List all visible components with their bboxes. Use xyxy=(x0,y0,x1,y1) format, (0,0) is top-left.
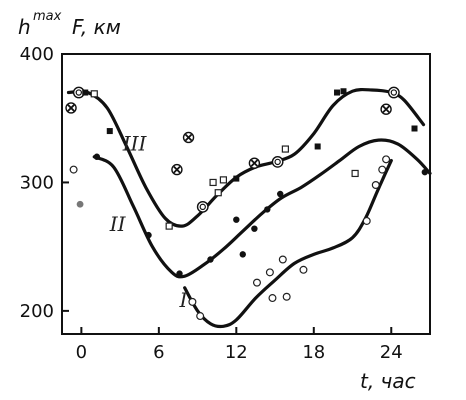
curves xyxy=(66,87,432,329)
point-square-open xyxy=(90,90,98,98)
point-circle-filled xyxy=(93,153,101,160)
point-circle-gray xyxy=(76,200,84,208)
point-square-filled xyxy=(334,89,341,96)
point-circled-x xyxy=(171,163,183,176)
point-circled-dot xyxy=(72,86,85,99)
point-square-filled xyxy=(314,143,321,150)
x-tick-label: 24 xyxy=(380,342,403,363)
point-circle-open xyxy=(69,165,78,174)
point-square-filled xyxy=(411,125,418,132)
point-circle-open xyxy=(196,312,205,321)
point-circled-dot xyxy=(387,86,400,99)
point-circle-open xyxy=(362,216,371,225)
point-circle-open xyxy=(382,155,391,164)
point-circle-open xyxy=(188,297,197,306)
y-tick-label: 200 xyxy=(20,301,54,322)
point-circle-filled xyxy=(176,270,183,277)
curve-label-i: I xyxy=(179,288,189,312)
point-circle-open xyxy=(371,181,380,190)
point-circle-open xyxy=(278,255,287,264)
point-square-open xyxy=(219,176,228,184)
curve-label-ii: II xyxy=(109,212,127,236)
point-circled-x xyxy=(65,102,77,114)
y-tick-label: 400 xyxy=(20,44,54,65)
point-circle-filled xyxy=(264,206,271,213)
x-tick-label: 12 xyxy=(225,342,248,363)
point-square-filled xyxy=(82,89,89,96)
point-circle-filled xyxy=(145,231,152,239)
point-circled-x xyxy=(182,131,195,144)
plot-frame xyxy=(61,53,431,335)
point-square-open xyxy=(214,189,222,197)
y-axis-label-suffix: F, км xyxy=(72,15,121,39)
point-square-filled xyxy=(340,88,347,95)
point-circle-filled xyxy=(251,225,258,232)
y-ticks: 200 300 400 xyxy=(20,44,69,322)
curve-iii xyxy=(66,87,426,228)
point-square-filled xyxy=(106,128,113,135)
curve-ii xyxy=(92,138,432,279)
data-points xyxy=(65,86,429,321)
point-circled-dot xyxy=(271,155,284,168)
point-circle-open xyxy=(268,294,277,303)
point-circled-x xyxy=(380,103,392,115)
x-ticks: 0 6 12 18 24 xyxy=(76,327,403,363)
y-axis-label-h: h xyxy=(18,15,31,39)
point-circled-dot xyxy=(196,200,209,213)
point-square-filled xyxy=(233,175,240,182)
y-tick-label: 300 xyxy=(20,172,54,193)
point-square-open xyxy=(281,145,289,153)
point-circle-filled xyxy=(233,216,240,223)
y-axis-label-superscript: max xyxy=(33,9,62,24)
point-circle-filled xyxy=(207,256,214,263)
point-circle-open xyxy=(378,165,387,174)
x-tick-label: 0 xyxy=(76,342,87,363)
point-square-open xyxy=(209,178,217,187)
point-circle-open xyxy=(299,265,308,274)
point-square-open xyxy=(351,169,359,178)
point-circle-open xyxy=(252,278,261,287)
y-axis-title: h max F, км xyxy=(18,9,121,39)
point-circle-open xyxy=(282,292,291,301)
x-tick-label: 18 xyxy=(302,342,325,363)
point-circled-x xyxy=(248,157,261,169)
curve-label-iii: III xyxy=(122,131,148,155)
point-circle-filled xyxy=(239,251,246,258)
point-circle-open xyxy=(265,268,274,277)
point-circle-filled xyxy=(277,190,284,198)
point-square-open xyxy=(165,222,173,230)
x-axis-label: t, час xyxy=(360,369,416,393)
point-circle-filled xyxy=(421,168,429,176)
x-tick-label: 6 xyxy=(153,342,164,363)
